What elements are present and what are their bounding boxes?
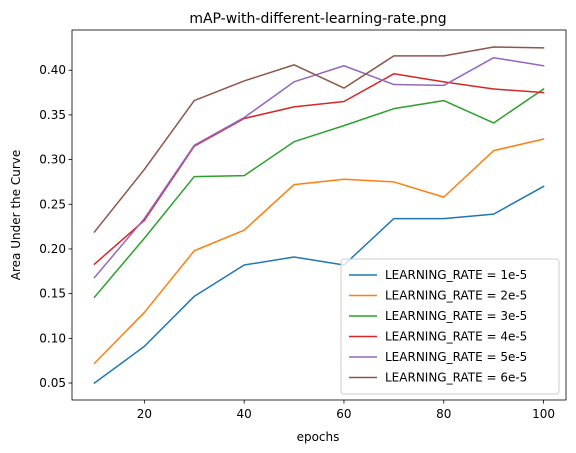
legend-label-6: LEARNING_RATE = 6e-5 — [385, 371, 527, 385]
x-tick-label: 80 — [436, 407, 451, 421]
y-tick-label: 0.30 — [39, 153, 66, 167]
y-tick-label: 0.25 — [39, 197, 66, 211]
series-line-1 — [93, 185, 545, 385]
series-line-2 — [93, 138, 545, 365]
legend-label-1: LEARNING_RATE = 1e-5 — [385, 268, 527, 282]
y-tick-label: 0.05 — [39, 376, 66, 390]
x-tick-label: 60 — [336, 407, 351, 421]
x-axis-label: epochs — [297, 430, 340, 444]
series-line-5 — [93, 56, 545, 279]
series-line-4 — [93, 73, 545, 266]
y-tick-label: 0.10 — [39, 331, 66, 345]
series-line-3 — [93, 87, 545, 299]
y-tick-label: 0.35 — [39, 108, 66, 122]
x-tick-label: 40 — [237, 407, 252, 421]
chart-title: mAP-with-different-learning-rate.png — [189, 11, 446, 27]
legend-label-5: LEARNING_RATE = 5e-5 — [385, 350, 527, 364]
y-tick-label: 0.20 — [39, 242, 66, 256]
legend-label-2: LEARNING_RATE = 2e-5 — [385, 289, 527, 303]
plot-area: 0.05 0.10 0.15 0.20 0.25 0.30 0.35 0.40 20 40 60 80… — [39, 29, 567, 421]
y-axis-label: Area Under the Curve — [9, 150, 23, 280]
x-tick-label: 20 — [137, 407, 152, 421]
legend-label-4: LEARNING_RATE = 4e-5 — [385, 330, 527, 344]
legend-label-3: LEARNING_RATE = 3e-5 — [385, 309, 527, 323]
x-tick-label: 100 — [532, 407, 555, 421]
series-line-6 — [93, 46, 545, 234]
y-tick-label: 0.15 — [39, 287, 66, 301]
legend-box — [340, 258, 560, 395]
y-tick-label: 0.40 — [39, 63, 66, 77]
axes-frame — [71, 29, 567, 401]
